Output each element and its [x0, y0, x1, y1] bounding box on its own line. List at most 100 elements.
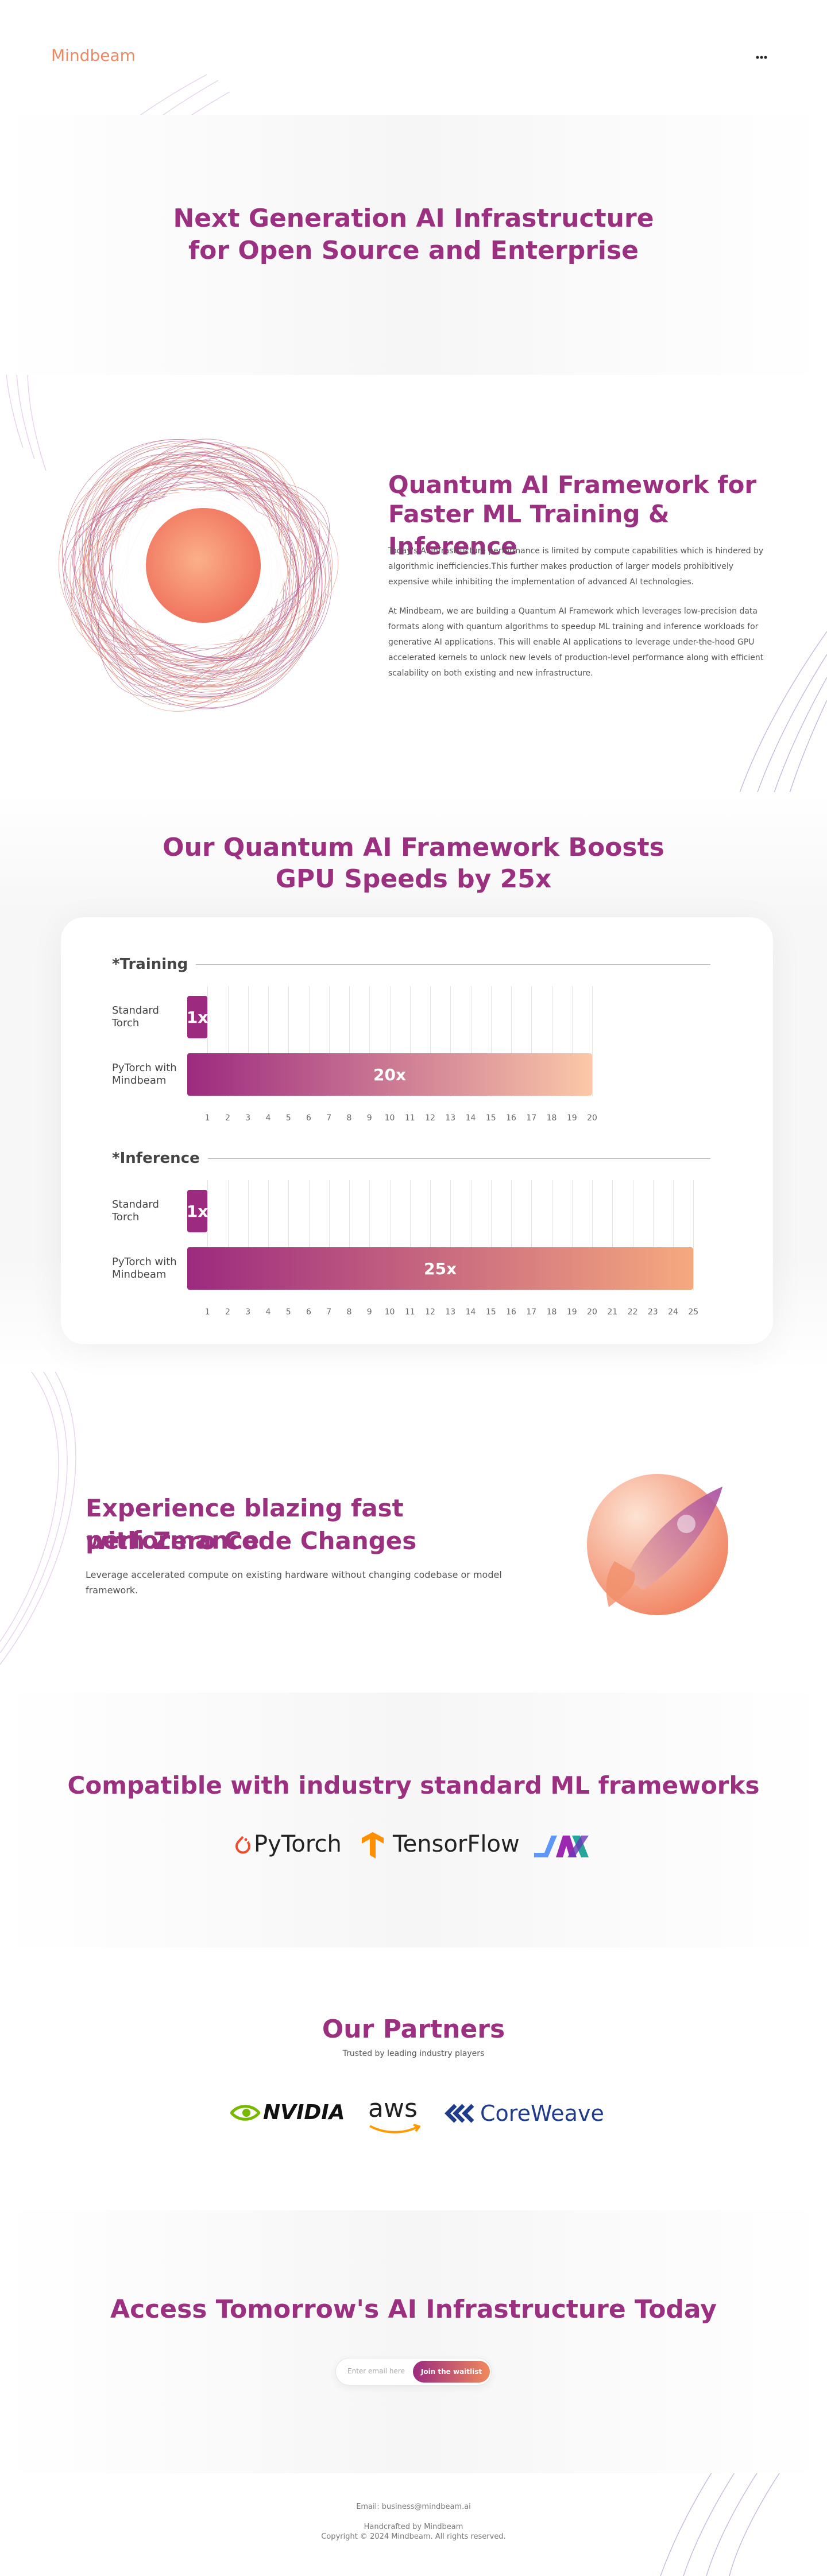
footer-email[interactable]: Email: business@mindbeam.ai	[356, 2503, 471, 2511]
chart-title: *Training	[112, 956, 188, 973]
orb-ring	[88, 452, 299, 688]
rocket-icon	[587, 1474, 728, 1615]
x-tick-label: 11	[404, 1114, 415, 1123]
orb-ring	[73, 439, 314, 708]
x-tick-label: 20	[587, 1308, 597, 1317]
footer-copyright: Copyright © 2024 Mindbeam. All rights re…	[321, 2532, 506, 2541]
tensorflow-icon	[362, 1832, 384, 1859]
category-label: Standard Torch	[112, 1198, 159, 1223]
orb-ring	[74, 442, 322, 709]
x-tick-label: 14	[465, 1114, 476, 1123]
x-tick-label: 7	[326, 1114, 332, 1123]
bar: 1x	[186, 1190, 208, 1232]
grid-line	[490, 986, 492, 1096]
hero-title: for Open Source and Enterprise	[188, 236, 639, 265]
x-tick-label: 20	[587, 1114, 597, 1123]
orb-ring	[82, 451, 320, 693]
orb-ring	[88, 476, 306, 678]
x-tick-label: 11	[404, 1308, 415, 1317]
grid-line	[470, 986, 472, 1096]
orb-ring	[91, 471, 296, 677]
grid-line	[531, 1180, 532, 1290]
bar-label: 1x	[186, 1201, 208, 1221]
framework-paragraph: At Mindbeam, we are building a Quantum A…	[388, 607, 764, 678]
grid-line	[673, 1180, 674, 1290]
grid-line	[409, 1180, 411, 1290]
orb-ring	[83, 455, 315, 686]
x-tick-label: 4	[265, 1114, 271, 1123]
grid-line	[227, 986, 229, 1096]
frameworks-title: Compatible with industry standard ML fra…	[67, 1771, 760, 1799]
x-tick-label: 17	[526, 1114, 537, 1123]
grid-line	[207, 1180, 208, 1290]
grid-line	[571, 1180, 573, 1290]
x-tick-label: 13	[445, 1114, 456, 1123]
x-tick-label: 9	[366, 1308, 372, 1317]
x-tick-label: 7	[326, 1308, 332, 1317]
orb-ring	[83, 442, 307, 706]
bar: 25x	[187, 1247, 694, 1290]
category-label: PyTorch with Mindbeam	[112, 1062, 177, 1087]
x-tick-label: 8	[346, 1114, 352, 1123]
x-tick-label: 14	[465, 1308, 476, 1317]
coreweave-icon	[445, 2104, 474, 2123]
x-tick-label: 9	[366, 1114, 372, 1123]
quantum-orb	[58, 439, 339, 712]
grid-line	[207, 986, 208, 1096]
orb-ring	[65, 446, 320, 699]
x-tick-label: 19	[566, 1308, 577, 1317]
menu-icon[interactable]	[756, 55, 767, 60]
orb-ring	[73, 472, 333, 678]
coreweave-logo: CoreWeave	[480, 2101, 604, 2126]
x-tick-label: 15	[485, 1114, 496, 1123]
x-tick-label: 5	[285, 1114, 291, 1123]
grid-line	[369, 1180, 370, 1290]
framework-paragraph: Today's AI infrastructure performance is…	[388, 546, 764, 587]
aws-logo: aws	[368, 2094, 418, 2123]
x-tick-label: 18	[546, 1114, 557, 1123]
x-tick-label: 19	[566, 1114, 577, 1123]
orb-ring	[109, 481, 294, 664]
pytorch-icon	[235, 1836, 250, 1854]
grid-line	[652, 1180, 654, 1290]
orb-ring	[101, 467, 306, 673]
grid-line	[349, 1180, 350, 1290]
nvidia-icon	[230, 2105, 260, 2121]
x-tick-label: 1	[204, 1114, 210, 1123]
title-rule	[196, 964, 710, 965]
logo[interactable]: Mindbeam	[51, 46, 136, 65]
x-tick-label: 2	[225, 1114, 230, 1123]
grid-line	[329, 986, 330, 1096]
grid-line	[409, 986, 411, 1096]
x-tick-label: 5	[285, 1308, 291, 1317]
grid-line	[227, 1180, 229, 1290]
hero-title: Next Generation AI Infrastructure	[173, 204, 654, 233]
boost-title: GPU Speeds by 25x	[275, 864, 552, 894]
grid-line	[248, 986, 249, 1096]
x-tick-label: 15	[485, 1308, 496, 1317]
bar-label: 1x	[186, 1007, 208, 1027]
grid-line	[369, 986, 370, 1096]
email-field[interactable]: Enter email here Join the waitlist	[335, 2358, 492, 2385]
aws-smile	[369, 2124, 420, 2133]
framework-title: Quantum AI Framework for	[388, 471, 757, 499]
x-tick-label: 6	[306, 1308, 311, 1317]
pytorch-logo: PyTorch	[254, 1831, 342, 1857]
orb-ring	[85, 463, 312, 673]
x-tick-label: 2	[225, 1308, 230, 1317]
orb-ring	[84, 459, 323, 680]
bar-label: 20x	[373, 1065, 407, 1084]
title-rule	[208, 1158, 710, 1159]
orb-ring	[88, 465, 299, 673]
grid-line	[511, 1180, 512, 1290]
nvidia-logo: NVIDIA	[263, 2101, 345, 2124]
x-tick-label: 22	[627, 1308, 638, 1317]
grid-line	[288, 986, 289, 1096]
orb-ring	[61, 439, 322, 703]
grid-line	[288, 1180, 289, 1290]
orb-ring	[94, 439, 291, 712]
join-button[interactable]: Join the waitlist	[413, 2361, 490, 2383]
x-tick-label: 8	[346, 1308, 352, 1317]
performance-title: with Zero Code Changes	[86, 1527, 417, 1555]
